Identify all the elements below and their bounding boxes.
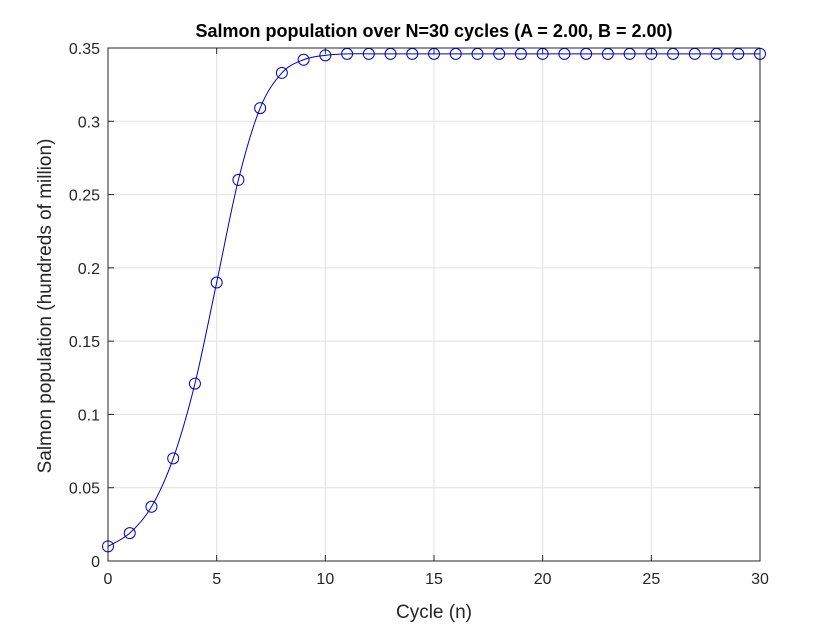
y-tick-label: 0.15 (69, 334, 100, 351)
data-point-marker (123, 527, 136, 540)
ticks: 0 5 10 15 20 25 30 0 0.05 0.1 0.15 0.2 0.25 0.3 0.35 (69, 41, 769, 588)
x-tick-label: 15 (425, 571, 443, 588)
y-tick-label: 0 (91, 554, 100, 571)
x-axis-title: Cycle (n) (396, 602, 472, 623)
data-point-marker (601, 47, 614, 60)
data-point-marker (754, 47, 766, 60)
data-point-marker (667, 47, 680, 60)
data-point-marker (254, 102, 267, 115)
data-point-marker (384, 47, 397, 60)
data-point-marker (623, 47, 636, 60)
y-tick-label: 0.35 (69, 41, 100, 58)
data-series (102, 47, 766, 553)
series-line (107, 53, 760, 547)
y-tick-label: 0.25 (69, 188, 100, 205)
data-point-marker (688, 47, 701, 60)
data-point-marker (645, 47, 658, 60)
y-tick-label: 0.3 (78, 114, 100, 131)
x-tick-label: 20 (534, 571, 552, 588)
data-point-marker (449, 47, 462, 60)
data-point-marker (319, 49, 332, 62)
data-point-marker (362, 47, 375, 60)
data-point-marker (406, 47, 419, 60)
data-point-marker (232, 173, 245, 186)
data-point-marker (471, 47, 484, 60)
data-point-marker (732, 47, 745, 60)
data-point-marker (297, 53, 310, 66)
y-tick-label: 0.2 (78, 261, 100, 278)
data-point-marker (710, 47, 723, 60)
data-point-marker (341, 47, 354, 60)
data-point-marker (210, 276, 223, 289)
x-tick-label: 5 (212, 571, 221, 588)
y-axis-title: Salmon population (hundreds of million) (35, 139, 56, 474)
data-point-marker (188, 377, 201, 390)
y-tick-label: 0.1 (78, 407, 100, 424)
chart-title: Salmon population over N=30 cycles (A = … (195, 21, 672, 41)
data-point-marker (275, 66, 288, 79)
data-point-marker (167, 452, 180, 465)
y-tick-label: 0.05 (69, 481, 100, 498)
x-tick-label: 25 (642, 571, 660, 588)
data-point-marker (580, 47, 593, 60)
x-tick-label: 30 (751, 571, 769, 588)
x-tick-label: 0 (104, 571, 113, 588)
data-point-marker (558, 47, 571, 60)
data-point-marker (536, 47, 549, 60)
data-point-marker (102, 540, 114, 553)
x-tick-label: 10 (316, 571, 334, 588)
data-point-marker (493, 47, 506, 60)
grid (108, 48, 760, 561)
data-point-marker (428, 47, 440, 60)
data-point-marker (145, 500, 158, 513)
data-point-marker (514, 47, 527, 60)
